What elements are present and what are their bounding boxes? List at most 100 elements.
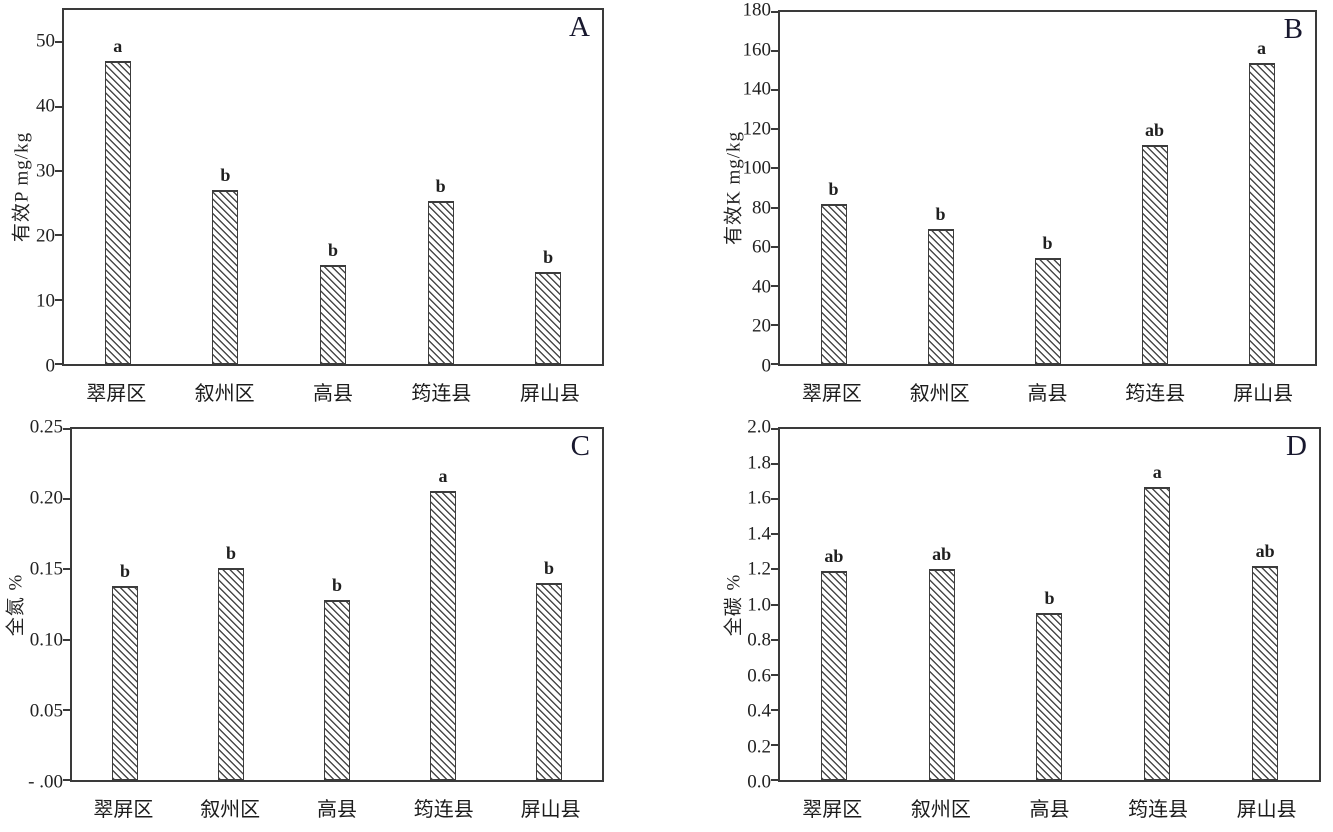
bar [218, 568, 244, 780]
significance-letter: ab [932, 544, 952, 565]
y-tick-label: 0 [45, 355, 56, 377]
y-tick-mark [771, 638, 778, 641]
y-tick-mark [55, 234, 62, 237]
y-tick-label: 0.15 [29, 558, 63, 580]
significance-letter: a [1257, 37, 1266, 58]
significance-letter: ab [1255, 540, 1275, 561]
bar [820, 571, 847, 780]
y-tick-mark [771, 363, 778, 365]
y-tick-label: 0 [761, 355, 772, 377]
y-tick-mark [771, 323, 778, 326]
y-axis-title-container: 全碳 % [720, 427, 745, 782]
panel-letter: D [1286, 430, 1307, 462]
bar [212, 190, 239, 364]
y-tick-label: 40 [36, 95, 55, 117]
bar [1036, 613, 1063, 780]
bar-series: b b b ab a [780, 12, 1315, 364]
y-tick-mark [771, 463, 778, 466]
y-tick-label: 140 [742, 78, 772, 100]
bar [104, 60, 131, 364]
bar [112, 586, 138, 780]
y-tick-label: 30 [36, 160, 55, 182]
bar [319, 264, 346, 364]
significance-letter: a [113, 35, 123, 56]
y-tick-label: 180 [742, 0, 772, 21]
significance-letter: b [331, 575, 343, 596]
y-tick-label: 0.2 [747, 736, 771, 757]
y-tick-mark [771, 50, 778, 53]
y-tick-label: 1.2 [747, 558, 771, 580]
x-category-label: 屏山县 [520, 799, 581, 821]
panel-letter: C [570, 430, 590, 462]
x-category-label: 叙州区 [200, 799, 261, 821]
bar-slot: b [887, 12, 994, 364]
y-tick-mark [55, 363, 62, 365]
y-tick-label: 1.8 [747, 452, 771, 473]
y-axis-tick-labels: 0 20 40 60 80 100 120 140 160 180 [742, 1, 778, 376]
y-axis-tick-labels: - .00 0.05 0.10 0.15 0.20 0.25 [26, 418, 70, 792]
x-category-label: 翠屏区 [802, 799, 863, 821]
y-tick-label: 2.0 [747, 416, 771, 438]
bar-slot: b [279, 10, 387, 364]
y-tick-mark [55, 41, 62, 44]
bar [536, 583, 562, 780]
bar-slot: b [494, 10, 602, 364]
x-category-label: 翠屏区 [86, 383, 147, 405]
bar-slot: b [496, 429, 602, 780]
bar [928, 569, 955, 780]
y-tick-label: 120 [742, 118, 772, 140]
y-axis-title: 有效K mg/kg [723, 130, 745, 246]
significance-letter: b [1042, 233, 1053, 254]
chart-panel-a: 有效P mg/kg 0 10 20 30 40 50 A a b b b b 翠屏区 叙州区 高县 筠连… [0, 0, 666, 416]
bar-slot: b [780, 12, 887, 364]
x-category-label: 翠屏区 [801, 383, 862, 405]
bar-slot: ab [780, 429, 888, 780]
y-tick-label: 20 [752, 315, 771, 337]
y-axis-title: 全碳 % [723, 573, 745, 636]
bar [820, 203, 847, 364]
bar-slot: a [390, 429, 496, 780]
y-tick-label: 10 [36, 290, 55, 312]
bar [430, 490, 456, 780]
y-tick-label: 40 [752, 276, 771, 298]
bar-slot: a [1208, 12, 1315, 364]
chart-panel-c: 全氮 % - .00 0.05 0.10 0.15 0.20 0.25 C b b b a b 翠… [0, 416, 666, 832]
bar-slot: a [64, 10, 172, 364]
y-tick-mark [63, 568, 70, 571]
y-tick-mark [771, 533, 778, 536]
y-axis-title-container: 有效K mg/kg [720, 10, 745, 366]
bar-series: ab ab b a ab [780, 429, 1319, 780]
y-tick-mark [771, 206, 778, 209]
bar [927, 229, 954, 364]
x-category-label: 屏山县 [519, 383, 580, 405]
bar-slot: b [172, 10, 280, 364]
x-category-label: 筠连县 [413, 799, 474, 821]
x-category-label: 翠屏区 [93, 799, 154, 821]
y-tick-label: 1.4 [747, 523, 771, 544]
y-tick-label: 1.0 [747, 594, 771, 615]
significance-letter: a [1152, 461, 1162, 482]
bar-slot: b [72, 429, 178, 780]
bar [1034, 258, 1061, 364]
y-tick-mark [63, 708, 70, 711]
y-tick-label: 80 [752, 197, 771, 219]
y-tick-mark [55, 298, 62, 301]
bar [324, 600, 350, 780]
y-tick-mark [63, 779, 70, 781]
x-category-label: 筠连县 [1128, 799, 1189, 821]
y-tick-mark [771, 11, 778, 13]
y-tick-label: 0.8 [747, 629, 771, 651]
significance-letter: b [435, 175, 446, 196]
panel-letter: B [1283, 13, 1303, 45]
y-tick-label: 60 [752, 236, 771, 258]
significance-letter: b [935, 204, 946, 225]
y-axis-tick-labels: 0.0 0.2 0.4 0.6 0.8 1.0 1.2 1.4 1.6 1.8 2.0 [744, 418, 778, 792]
plot-area: B b b b ab a [771, 10, 1317, 366]
bar-slot: ab [888, 429, 996, 780]
bar [1252, 565, 1279, 780]
y-tick-mark [771, 673, 778, 676]
x-category-label: 叙州区 [909, 383, 970, 405]
x-category-label: 筠连县 [411, 383, 472, 405]
